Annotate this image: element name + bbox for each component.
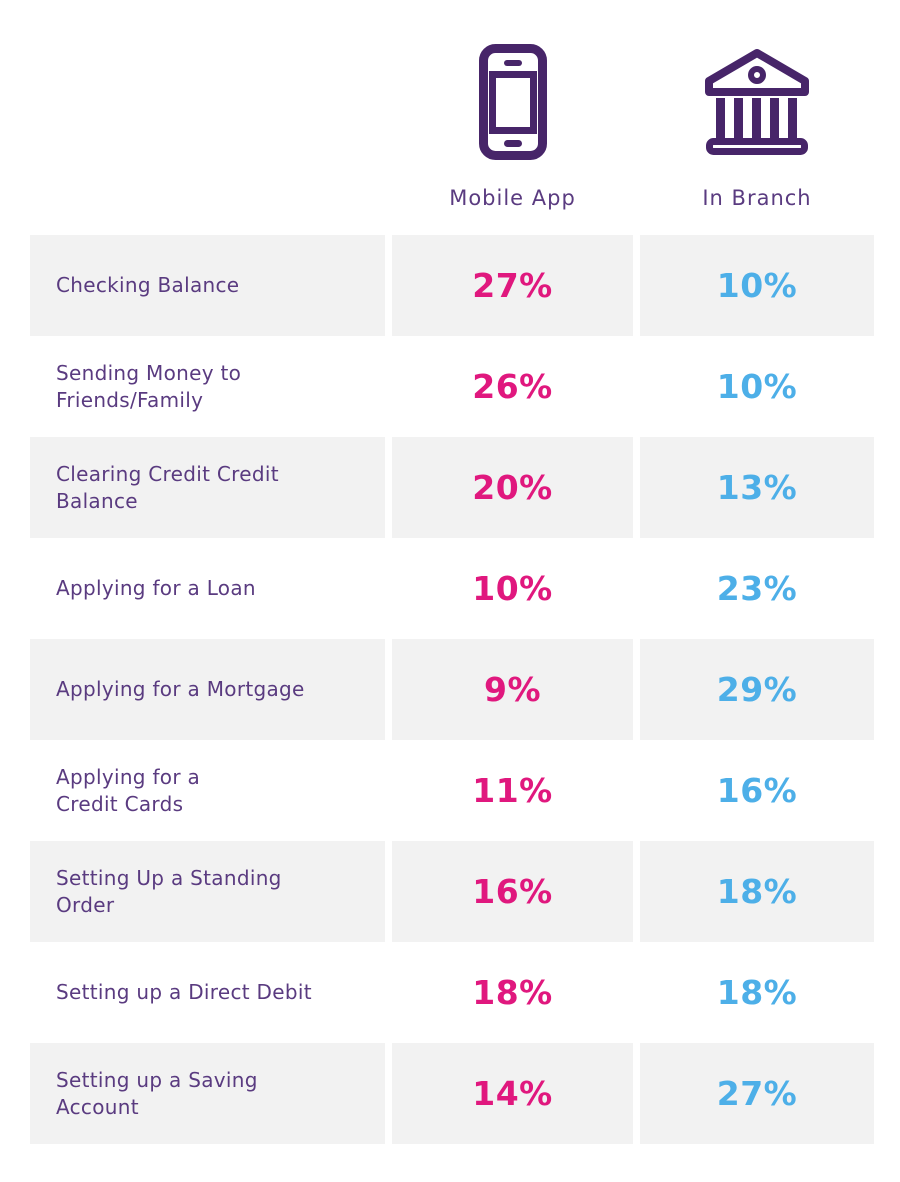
activity-label: Applying for a Loan xyxy=(56,576,256,600)
table-body: Checking Balance 27% 10% Sending Money to F… xyxy=(0,235,900,1144)
mobile-phone-icon xyxy=(478,42,547,162)
activity-label: Clearing Credit Credit Balance xyxy=(30,437,385,538)
mobile-app-value: 9% xyxy=(392,639,633,740)
mobile-app-value: 14% xyxy=(392,1043,633,1144)
activity-label: Setting Up a Standing Order xyxy=(30,841,385,942)
mobile-app-value: 18% xyxy=(472,973,553,1012)
in-branch-value: 16% xyxy=(716,771,798,810)
in-branch-value: 18% xyxy=(716,973,798,1012)
in-branch-value: 13% xyxy=(640,437,874,538)
mobile-app-value: 16% xyxy=(392,841,633,942)
table-row: Sending Money to Friends/Family 26% 10% xyxy=(30,336,874,437)
column-header-label-in-branch: In Branch xyxy=(702,186,812,210)
mobile-app-value: 10% xyxy=(472,569,553,608)
activity-label: Setting up a Direct Debit xyxy=(56,980,312,1004)
in-branch-value: 29% xyxy=(640,639,874,740)
in-branch-value: 10% xyxy=(716,367,798,406)
column-header-in-branch: In Branch xyxy=(640,42,874,235)
activity-label: Setting up a Saving Account xyxy=(30,1043,385,1144)
mobile-phone-icon-svg xyxy=(478,44,547,160)
activity-label: Checking Balance xyxy=(30,235,385,336)
table-row: Applying for a Credit Cards 11% 16% xyxy=(30,740,874,841)
table-row: Applying for a Mortgage 9% 29% xyxy=(30,639,874,740)
mobile-app-value: 26% xyxy=(472,367,553,406)
activity-label: Applying for a Credit Cards xyxy=(56,764,201,816)
table-row: Setting up a Saving Account 14% 27% xyxy=(30,1043,874,1144)
in-branch-value: 18% xyxy=(640,841,874,942)
table-header: Mobile App In Branch xyxy=(30,0,874,235)
mobile-app-value: 11% xyxy=(472,771,553,810)
activity-label: Sending Money to Friends/Family xyxy=(56,360,242,412)
mobile-app-value: 27% xyxy=(392,235,633,336)
table-row: Checking Balance 27% 10% xyxy=(30,235,874,336)
mobile-app-value: 20% xyxy=(392,437,633,538)
table-row: Setting Up a Standing Order 16% 18% xyxy=(30,841,874,942)
table-row: Clearing Credit Credit Balance 20% 13% xyxy=(30,437,874,538)
in-branch-value: 27% xyxy=(640,1043,874,1144)
bank-building-icon-svg xyxy=(705,49,809,155)
in-branch-value: 23% xyxy=(716,569,798,608)
bank-building-icon xyxy=(702,42,812,162)
column-header-label-mobile-app: Mobile App xyxy=(449,186,576,210)
header-spacer xyxy=(30,42,385,235)
table-row: Setting up a Direct Debit 18% 18% xyxy=(30,942,874,1043)
in-branch-value: 10% xyxy=(640,235,874,336)
activity-label: Applying for a Mortgage xyxy=(30,639,385,740)
column-header-mobile-app: Mobile App xyxy=(392,42,633,235)
table-row: Applying for a Loan 10% 23% xyxy=(30,538,874,639)
